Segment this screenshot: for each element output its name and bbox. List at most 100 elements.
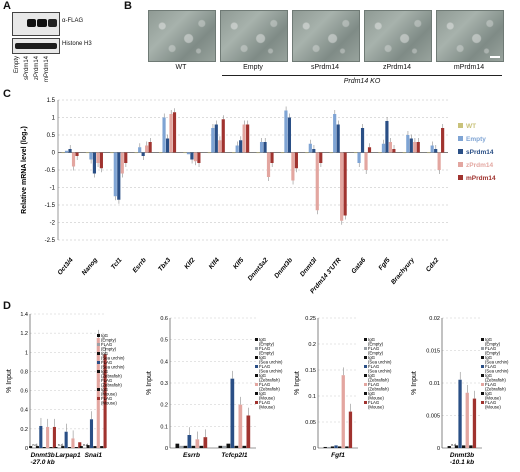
legend-label: IgG bbox=[101, 333, 109, 338]
legend-sublabel: (Mouse) bbox=[259, 396, 275, 401]
y-tick-label: -2 bbox=[50, 221, 56, 227]
bar bbox=[145, 145, 149, 153]
bar bbox=[402, 152, 406, 154]
category-label: Fgf5 bbox=[377, 257, 391, 272]
bar bbox=[68, 447, 72, 448]
legend-label: mPrdm14 bbox=[466, 175, 496, 182]
y-tick-label: 0 bbox=[25, 446, 28, 452]
legend-sublabel: (Empty) bbox=[368, 342, 384, 347]
bar bbox=[235, 145, 239, 153]
y-tick-label: 0.02 bbox=[429, 316, 440, 322]
bar bbox=[186, 152, 191, 155]
y-tick-label: 0.15 bbox=[305, 368, 316, 374]
legend-sublabel: (Zebrafish) bbox=[368, 387, 389, 392]
bar bbox=[334, 445, 338, 448]
bar bbox=[169, 114, 173, 153]
y-tick-label: 0 bbox=[165, 446, 168, 452]
y-tick-label: 1.2 bbox=[20, 331, 28, 337]
category-label: Klf2 bbox=[183, 256, 197, 270]
bar bbox=[378, 152, 382, 154]
panel-c-letter: C bbox=[3, 88, 11, 100]
bar bbox=[226, 443, 231, 448]
legend-sublabel: (Zebrafish) bbox=[368, 378, 389, 383]
legend-sublabel: (Sea urchin) bbox=[259, 360, 283, 365]
ko-group-line bbox=[222, 75, 502, 76]
bar bbox=[120, 152, 124, 174]
bar bbox=[329, 152, 333, 154]
legend-sublabel: (Empty) bbox=[259, 351, 275, 356]
legend-sublabel: (Sea urchin) bbox=[368, 360, 392, 365]
legend-swatch bbox=[255, 365, 258, 368]
legend-label: IgG bbox=[368, 355, 376, 360]
legend-sublabel: (Sea urchin) bbox=[368, 369, 392, 374]
bar bbox=[315, 152, 319, 211]
h3-blot bbox=[12, 38, 60, 54]
bar bbox=[165, 138, 170, 153]
legend-swatch bbox=[458, 149, 463, 154]
bar bbox=[353, 152, 358, 154]
legend-label: IgG bbox=[485, 355, 493, 360]
y-tick-label: 0.4 bbox=[160, 359, 168, 365]
y-tick-label: 0.3 bbox=[160, 381, 168, 387]
legend-label: IgG bbox=[485, 337, 493, 342]
bar bbox=[103, 354, 107, 448]
y-tick-label: 1 bbox=[25, 350, 28, 356]
y-tick-label: -2.5 bbox=[45, 238, 56, 244]
legend-label: sPrdm14 bbox=[466, 149, 494, 156]
y-axis-label: % Input bbox=[146, 371, 153, 395]
legend-label: FLAG bbox=[101, 378, 113, 383]
bar bbox=[392, 149, 396, 153]
legend-swatch bbox=[481, 401, 484, 404]
legend-swatch bbox=[364, 374, 367, 377]
legend-sublabel: (Zebrafish) bbox=[101, 383, 122, 388]
bar bbox=[381, 143, 386, 153]
bar bbox=[291, 152, 295, 181]
bar bbox=[338, 446, 342, 448]
bar bbox=[308, 143, 312, 153]
bar bbox=[341, 375, 345, 448]
bar bbox=[413, 142, 417, 153]
bar bbox=[472, 398, 477, 448]
legend-swatch bbox=[364, 383, 367, 386]
legend-swatch bbox=[364, 401, 367, 404]
legend-label: IgG bbox=[259, 355, 267, 360]
legend-swatch bbox=[97, 361, 100, 364]
bar bbox=[117, 152, 121, 200]
y-tick-label: 0.015 bbox=[426, 349, 440, 355]
legend-sublabel: (Mouse) bbox=[368, 405, 384, 410]
legend-swatch bbox=[458, 162, 463, 167]
bar bbox=[221, 119, 225, 153]
legend-swatch bbox=[481, 383, 484, 386]
bar bbox=[175, 443, 180, 448]
legend-label: FLAG bbox=[368, 346, 380, 351]
y-tick-label: 0 bbox=[52, 151, 56, 157]
legend-sublabel: (Mouse) bbox=[101, 401, 117, 406]
legend-sublabel: (Mouse) bbox=[368, 396, 384, 401]
y-tick-label: 0 bbox=[313, 446, 316, 452]
bar bbox=[284, 110, 288, 153]
legend-label: WT bbox=[466, 123, 476, 130]
micrograph-mprdm14 bbox=[436, 10, 504, 62]
h3-blot-label: Histone H3 bbox=[62, 41, 92, 47]
legend-swatch bbox=[481, 365, 484, 368]
legend-sublabel: (Zebrafish) bbox=[259, 387, 280, 392]
bar bbox=[234, 445, 239, 448]
legend-swatch bbox=[97, 352, 100, 355]
legend-swatch bbox=[255, 374, 258, 377]
bar bbox=[64, 150, 69, 153]
bar bbox=[242, 445, 247, 448]
bar bbox=[96, 337, 100, 448]
micrograph-label-wt: WT bbox=[175, 64, 187, 71]
flag-band-m bbox=[48, 19, 57, 27]
category-label: Esrrb bbox=[132, 257, 148, 275]
legend-swatch bbox=[97, 334, 100, 337]
bar bbox=[162, 117, 166, 153]
micrograph-sprdm14 bbox=[292, 10, 360, 62]
bar bbox=[238, 404, 243, 448]
bar bbox=[187, 435, 192, 448]
bar bbox=[42, 447, 46, 448]
lane-label: Empty bbox=[14, 56, 20, 74]
legend-swatch bbox=[97, 388, 100, 391]
y-tick-label: 0.25 bbox=[305, 316, 316, 322]
bar bbox=[92, 152, 97, 174]
